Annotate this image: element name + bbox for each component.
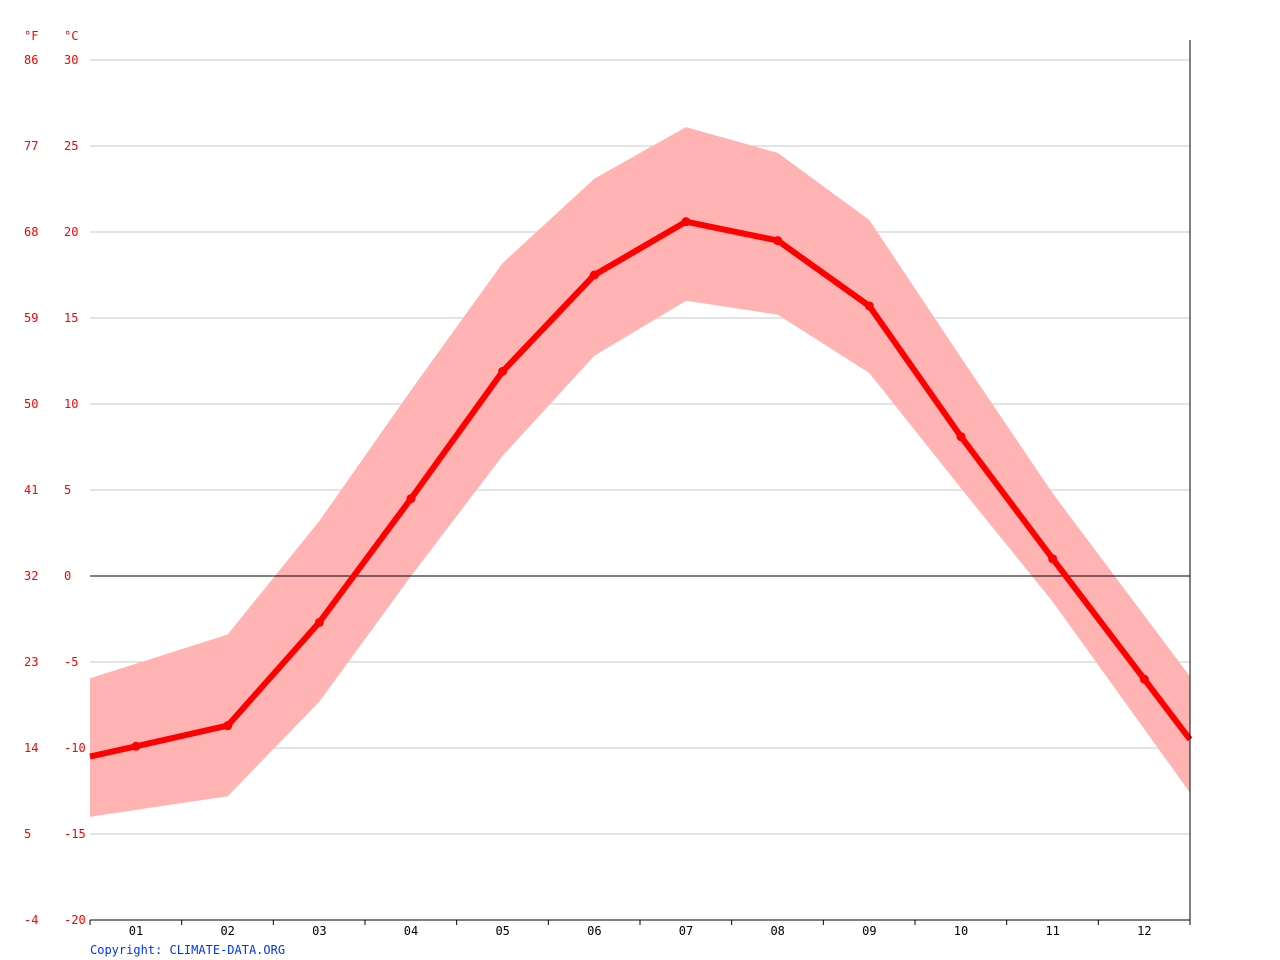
mean-point: [1048, 554, 1058, 564]
mean-point: [314, 617, 324, 627]
y-tick-label-celsius: 20: [64, 225, 78, 239]
celsius-unit-label: °C: [64, 29, 78, 43]
x-tick-label: 01: [129, 924, 143, 938]
x-axis-ticks: 01 02 03 04 05 06 07 08 09 10 11 12: [89, 920, 1191, 938]
mean-point: [131, 741, 141, 751]
y-tick-label-celsius: -10: [64, 741, 86, 755]
y-tick-label-fahrenheit: -4: [24, 913, 38, 927]
y-tick-label-celsius: -5: [64, 655, 78, 669]
fahrenheit-unit-label: °F: [24, 29, 38, 43]
x-tick-label: 06: [587, 924, 601, 938]
x-tick-label: 12: [1137, 924, 1151, 938]
mean-temperature-points: [131, 217, 1149, 751]
y-tick-label-celsius: 0: [64, 569, 71, 583]
mean-temperature-line: [89, 218, 1193, 760]
y-tick-label-fahrenheit: 86: [24, 53, 38, 67]
x-tick-label: 02: [220, 924, 234, 938]
y-tick-label-celsius: -20: [64, 913, 86, 927]
y-tick-label-celsius: 30: [64, 53, 78, 67]
y-tick-label-fahrenheit: 59: [24, 311, 38, 325]
y-axis-labels: 86 30 77 25 68 20 59 15 50 10 41 5 32 0 23 -5 14 -10 5 -15 -…: [24, 53, 86, 927]
x-tick-label: 04: [404, 924, 418, 938]
y-tick-label-fahrenheit: 50: [24, 397, 38, 411]
y-tick-label-fahrenheit: 14: [24, 741, 38, 755]
y-tick-label-fahrenheit: 68: [24, 225, 38, 239]
y-tick-label-celsius: 5: [64, 483, 71, 497]
mean-point: [589, 270, 599, 280]
x-tick-label: 10: [954, 924, 968, 938]
mean-point: [681, 217, 691, 227]
x-tick-label: 03: [312, 924, 326, 938]
y-tick-label-fahrenheit: 41: [24, 483, 38, 497]
x-tick-label: 09: [862, 924, 876, 938]
y-tick-label-fahrenheit: 77: [24, 139, 38, 153]
temperature-range-band: [90, 127, 1190, 817]
x-tick-label: 11: [1045, 924, 1059, 938]
copyright-text: Copyright: CLIMATE-DATA.ORG: [90, 943, 285, 957]
y-tick-label-celsius: 10: [64, 397, 78, 411]
x-tick-label: 07: [679, 924, 693, 938]
y-tick-label-fahrenheit: 23: [24, 655, 38, 669]
mean-point: [223, 721, 233, 731]
y-tick-label-celsius: 25: [64, 139, 78, 153]
x-tick-label: 08: [770, 924, 784, 938]
mean-point: [956, 432, 966, 442]
mean-point: [773, 236, 783, 246]
y-tick-label-fahrenheit: 5: [24, 827, 31, 841]
mean-point: [498, 366, 508, 376]
y-tick-label-fahrenheit: 32: [24, 569, 38, 583]
y-tick-label-celsius: 15: [64, 311, 78, 325]
mean-point: [1139, 674, 1149, 684]
mean-point: [406, 494, 416, 504]
x-tick-label: 05: [495, 924, 509, 938]
y-tick-label-celsius: -15: [64, 827, 86, 841]
mean-point: [864, 301, 874, 311]
